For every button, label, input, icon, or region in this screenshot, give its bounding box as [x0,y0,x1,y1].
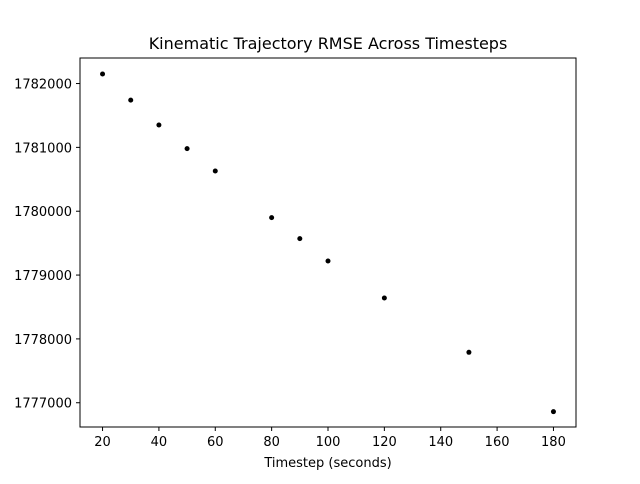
x-tick-label: 20 [94,435,111,450]
x-tick-label: 120 [372,435,397,450]
data-point [381,295,387,301]
data-point [297,236,303,242]
data-point [128,97,134,103]
data-point [100,71,106,77]
y-tick-label: 1777000 [14,397,72,412]
y-tick-label: 1780000 [14,205,72,220]
y-tick-label: 1778000 [14,333,72,348]
data-point [212,168,218,174]
data-point [184,146,190,152]
x-tick-label: 140 [428,435,453,450]
data-point [550,409,556,415]
x-axis-label: Timestep (seconds) [263,456,391,471]
x-tick-label: 180 [541,435,566,450]
x-tick-label: 80 [263,435,280,450]
plot-area: 20 40 60 80 100 120 140 160 180 1777000 1778000 177… [14,57,577,450]
y-tick-label: 1782000 [14,78,72,93]
y-tick-label: 1779000 [14,269,72,284]
chart-title: Kinematic Trajectory RMSE Across Timeste… [149,34,508,53]
data-point [325,258,331,264]
x-tick-label: 100 [316,435,341,450]
x-tick-label: 40 [151,435,168,450]
y-tick-label: 1781000 [14,141,72,156]
x-tick-label: 60 [207,435,224,450]
data-point [269,215,275,221]
data-point [156,122,162,128]
x-tick-label: 160 [485,435,510,450]
data-point [466,349,472,355]
